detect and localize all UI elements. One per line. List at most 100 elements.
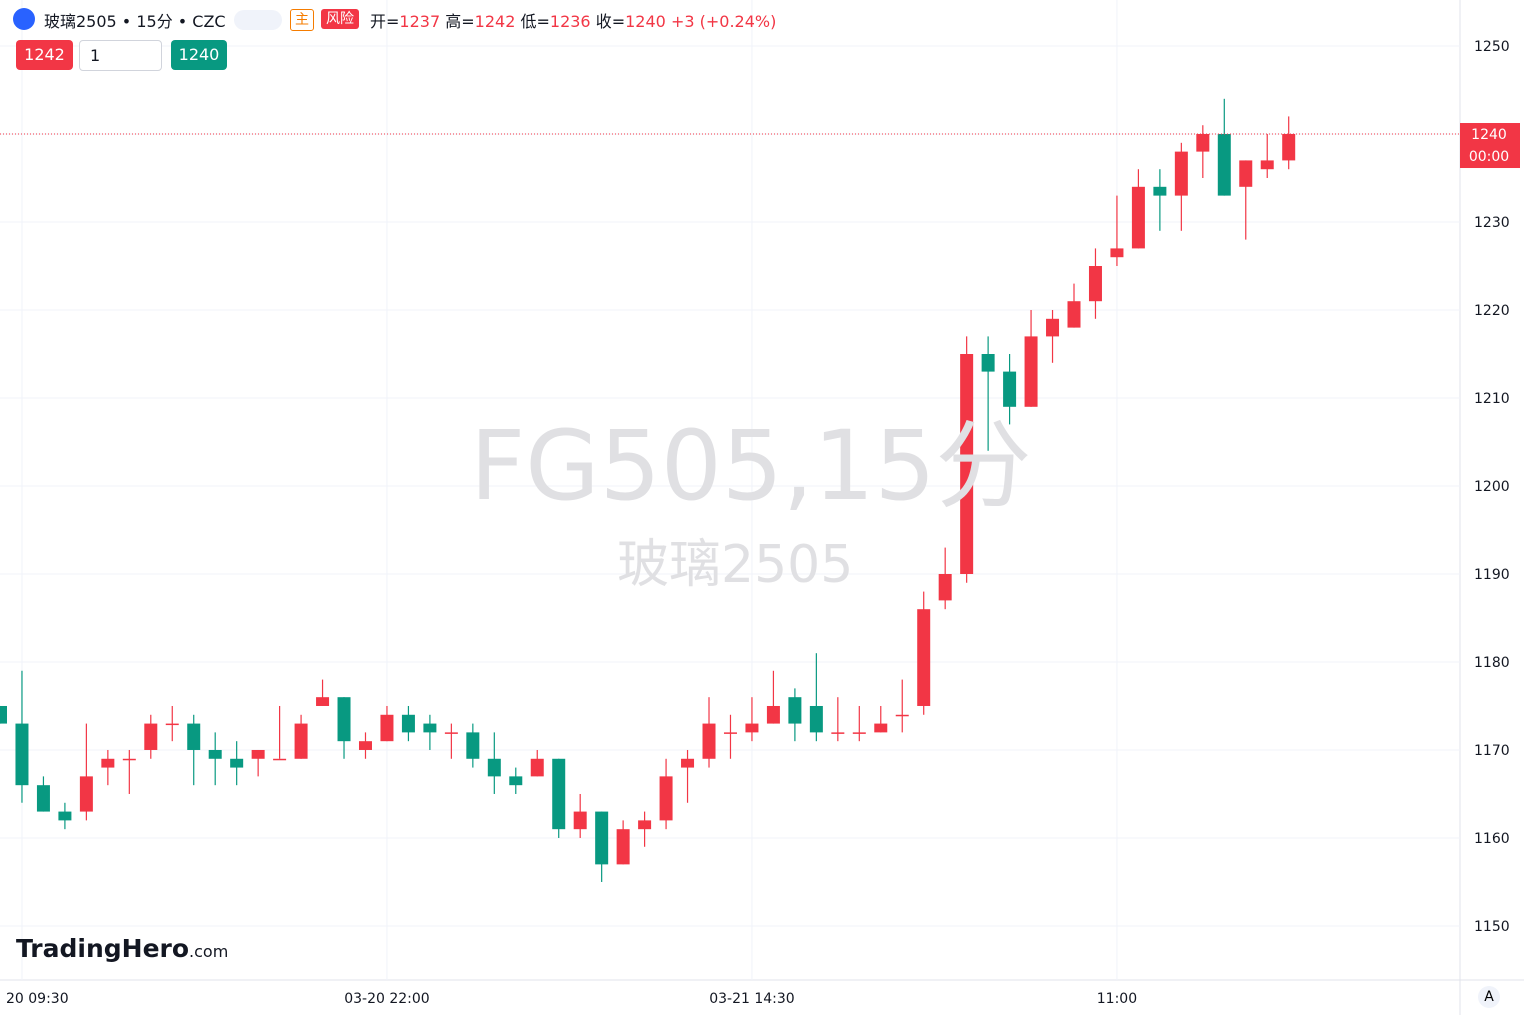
auto-scale-button[interactable]: A [1478, 986, 1500, 1008]
candle-body [294, 723, 308, 759]
last-price-label: 1240 [1471, 127, 1507, 143]
y-tick-label: 1220 [1474, 303, 1510, 319]
candle-body [15, 723, 29, 786]
ohlc-label: 收= [595, 12, 626, 31]
candle-body [960, 354, 974, 574]
candle-body [638, 820, 652, 830]
candle-body [1110, 248, 1124, 258]
candle-body [251, 749, 265, 759]
countdown-label: 00:00 [1469, 149, 1509, 165]
candle-body [423, 723, 437, 733]
logo: TradingHero.com [16, 934, 228, 963]
status-pill [234, 10, 282, 30]
candle-body [702, 723, 716, 759]
candle-body [1217, 134, 1231, 196]
candle-body [1174, 151, 1188, 196]
candle-body [831, 732, 845, 734]
candle-body [981, 354, 995, 372]
ohlc-value: 1237 [399, 12, 441, 31]
symbol-title[interactable]: 玻璃2505 • 15分 • CZC [44, 12, 226, 31]
ohlc-label: 高= [445, 12, 475, 31]
candle-body [938, 573, 952, 601]
candle-body [187, 723, 201, 750]
symbol-icon [13, 8, 35, 30]
candle-body [101, 758, 115, 768]
watermark-subtitle: 玻璃2505 [617, 535, 854, 595]
candle-body [573, 811, 587, 830]
candle-body [1196, 134, 1210, 152]
candle-body [852, 732, 866, 734]
y-tick-label: 1200 [1474, 479, 1510, 495]
y-tick-label: 1230 [1474, 215, 1510, 231]
x-tick-label: 03-20 22:00 [344, 991, 429, 1007]
candle-body [1131, 186, 1145, 249]
candle-body [1153, 186, 1167, 196]
ohlc-label: 低= [520, 12, 550, 31]
candle-body [745, 723, 759, 733]
ohlc-value: 1236 [549, 12, 591, 31]
logo-suffix: .com [189, 942, 229, 961]
y-tick-label: 1170 [1474, 743, 1510, 759]
buy-button[interactable]: 1240 [171, 40, 227, 70]
candle-body [723, 732, 737, 734]
candle-body [230, 758, 244, 768]
quantity-input[interactable]: 1 [79, 40, 162, 71]
y-tick-label: 1160 [1474, 831, 1510, 847]
ohlc-legend: 开=1237 高=1242 低=1236 收=1240 +3 (+0.24%) [370, 8, 776, 32]
candle-body [616, 829, 630, 865]
candle-body [1067, 301, 1081, 328]
candle-body [444, 732, 458, 734]
candle-body [79, 776, 93, 812]
candle-body [895, 714, 909, 717]
candle-body [1088, 266, 1102, 302]
candle-body [809, 705, 823, 733]
candle-body [659, 776, 673, 821]
logo-brand: TradingHero [16, 934, 190, 963]
candle-body [1282, 134, 1296, 161]
candle-body [1239, 160, 1253, 187]
candle-body [595, 811, 609, 865]
candle-body [208, 749, 222, 759]
candle-body [316, 697, 330, 706]
candle-body [487, 758, 501, 777]
candle-body [509, 776, 523, 786]
last-price-tag [1460, 123, 1520, 169]
x-tick-label: 11:00 [1097, 991, 1137, 1007]
change: +3 (+0.24%) [670, 12, 777, 31]
candle-body [36, 785, 50, 812]
sell-button[interactable]: 1242 [16, 40, 73, 70]
y-tick-label: 1190 [1474, 567, 1510, 583]
candle-body [681, 758, 695, 768]
candle-body [874, 723, 888, 733]
candle-body [144, 723, 158, 750]
candle-body [58, 811, 72, 821]
ohlc-label: 开= [370, 12, 400, 31]
y-tick-label: 1210 [1474, 391, 1510, 407]
candle-body [1024, 336, 1038, 407]
candle-body [401, 714, 415, 733]
candle-body [552, 758, 566, 830]
y-tick-label: 1250 [1474, 39, 1510, 55]
x-tick-label: 03-21 14:30 [709, 991, 794, 1007]
y-tick-label: 1180 [1474, 655, 1510, 671]
candle-body [337, 697, 351, 742]
candle-body [466, 732, 480, 759]
watermark-title: FG505,15分 [470, 410, 1032, 522]
candle-body [1003, 371, 1017, 407]
candle-body [788, 697, 802, 724]
candle-body [1260, 160, 1274, 170]
candle-body [380, 714, 394, 742]
candle-body [1046, 318, 1060, 337]
candle-body [273, 758, 287, 761]
main-tag: 主 [290, 9, 314, 31]
candle-body [358, 741, 372, 750]
ohlc-value: 1240 [625, 12, 666, 31]
candle-body [530, 758, 544, 777]
candle-body [0, 705, 7, 724]
candle-body [766, 705, 780, 724]
candle-body [917, 609, 931, 706]
candle-body [122, 758, 136, 761]
x-tick-label: 20 09:30 [6, 991, 69, 1007]
